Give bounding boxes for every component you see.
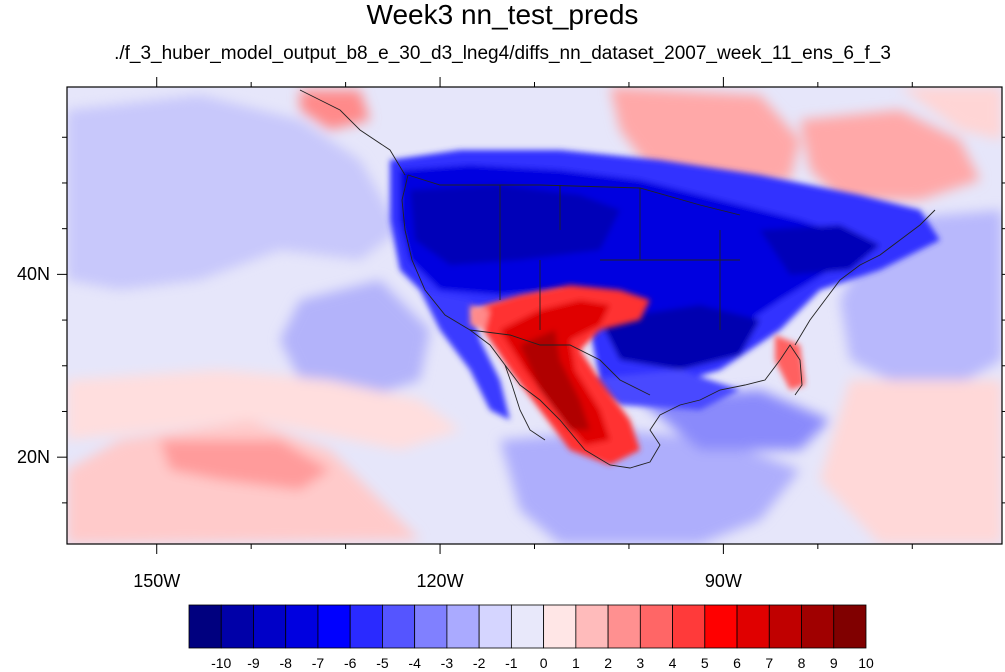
- colorbar-label: 3: [636, 655, 645, 671]
- colorbar-label: -2: [472, 655, 486, 671]
- colorbar-swatch: [317, 604, 351, 649]
- colorbar-label: 10: [858, 655, 874, 671]
- colorbar-label: 8: [797, 655, 806, 671]
- colorbar-swatch: [575, 604, 609, 649]
- colorbar-label: 1: [571, 655, 580, 671]
- anomaly-field: [67, 87, 1002, 544]
- colorbar-swatch: [510, 604, 545, 649]
- colorbar-swatch: [349, 604, 383, 649]
- map-subtitle: ./f_3_huber_model_output_b8_e_30_d3_lneg…: [114, 43, 891, 64]
- colorbar-swatch: [607, 604, 641, 649]
- colorbar-label: -7: [311, 655, 325, 671]
- colorbar-swatch: [543, 604, 577, 649]
- colorbar-label: -3: [440, 655, 454, 671]
- colorbar-swatch: [188, 604, 222, 649]
- colorbar-label: -8: [279, 655, 292, 671]
- field-patches-red: [470, 285, 805, 465]
- lat-tick-label: 40N: [16, 264, 50, 285]
- colorbar-swatch: [639, 604, 673, 649]
- colorbar-label: 7: [765, 655, 774, 671]
- coastlines: [299, 89, 936, 469]
- colorbar: [188, 604, 867, 649]
- colorbar-swatch: [736, 604, 770, 649]
- colorbar-swatch: [833, 604, 867, 649]
- colorbar-label: -1: [505, 655, 518, 671]
- colorbar-swatch: [704, 604, 738, 649]
- colorbar-swatch: [478, 604, 512, 649]
- colorbar-swatch: [672, 604, 706, 649]
- colorbar-swatch: [414, 604, 448, 649]
- lon-tick-label: 90W: [704, 571, 742, 591]
- colorbar-label: -6: [343, 655, 357, 671]
- colorbar-swatch: [220, 604, 254, 649]
- colorbar-label: -9: [247, 655, 260, 671]
- axis-ticks: [57, 77, 1005, 554]
- colorbar-label: 4: [668, 655, 677, 671]
- colorbar-swatch: [446, 604, 480, 649]
- colorbar-swatch: [382, 604, 416, 649]
- colorbar-label: -4: [408, 655, 421, 671]
- colorbar-label: 9: [829, 655, 838, 671]
- lon-tick-label: 120W: [416, 571, 464, 591]
- colorbar-swatch: [768, 604, 802, 649]
- colorbar-label: 2: [604, 655, 612, 671]
- lon-tick-label: 150W: [133, 571, 181, 591]
- colorbar-swatch: [253, 604, 287, 649]
- colorbar-label: -5: [376, 655, 389, 671]
- colorbar-label: -10: [211, 655, 232, 671]
- lat-tick-label: 20N: [16, 447, 50, 468]
- map-title: Week3 nn_test_preds: [366, 0, 639, 30]
- colorbar-label: 5: [700, 655, 709, 671]
- colorbar-swatch: [801, 604, 835, 649]
- colorbar-swatch: [285, 604, 319, 649]
- colorbar-label: 0: [539, 655, 548, 671]
- colorbar-label: 6: [733, 655, 741, 671]
